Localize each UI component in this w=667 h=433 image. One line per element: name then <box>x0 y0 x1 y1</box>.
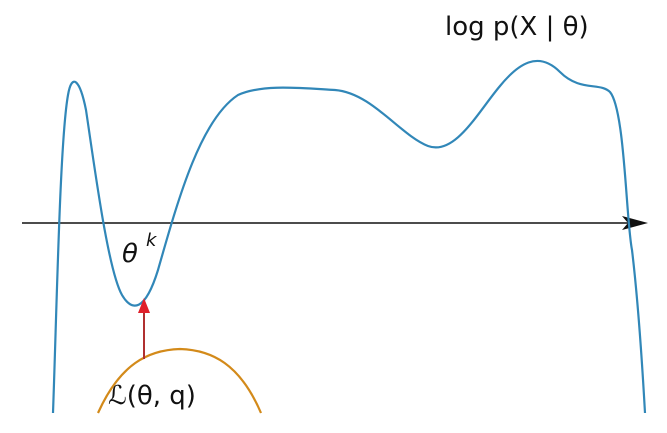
lower-bound-label: ℒ(θ, q) <box>108 381 196 411</box>
objective-label: log p(X | θ) <box>445 12 589 42</box>
lower-bound-curve <box>96 347 263 414</box>
em-step-arrowhead <box>138 298 150 313</box>
theta-k-superscript: k <box>146 230 158 251</box>
log-likelihood-curve <box>51 59 647 414</box>
theta-k-label: θ <box>122 239 138 269</box>
